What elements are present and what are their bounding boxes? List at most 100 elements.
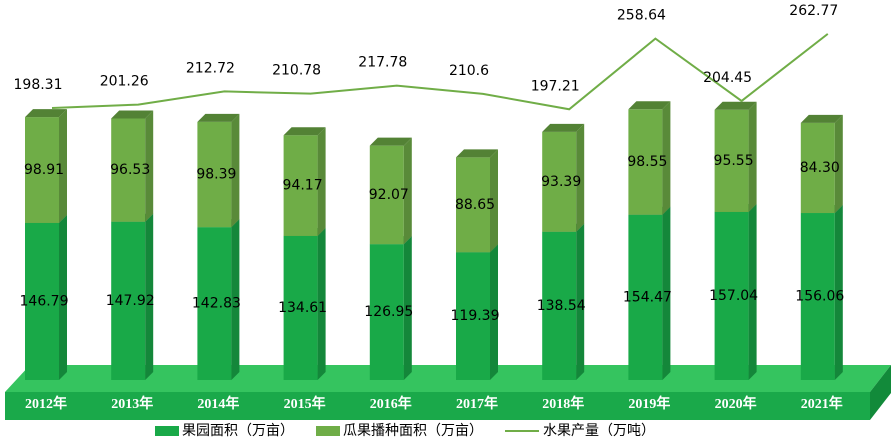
bar-front xyxy=(283,235,318,380)
legend-swatch xyxy=(155,426,179,436)
data-label: 126.95 xyxy=(364,304,413,320)
legend-label: 瓜果播种面积（万亩） xyxy=(343,422,483,439)
bar-front xyxy=(542,131,577,232)
data-label: 138.54 xyxy=(537,298,586,314)
bar-front xyxy=(369,244,404,380)
bar-front xyxy=(111,221,146,380)
x-tick-label: 2019年 xyxy=(628,395,670,412)
bar-side xyxy=(317,227,326,380)
x-tick-label: 2012年 xyxy=(25,395,67,412)
data-label: 157.04 xyxy=(709,288,758,304)
bar-top xyxy=(456,149,498,158)
legend-label: 水果产量（万吨） xyxy=(543,423,655,439)
bar-side xyxy=(59,214,67,380)
bar-top xyxy=(197,113,240,122)
bar-top xyxy=(369,137,412,146)
x-tick-label: 2020年 xyxy=(715,395,757,412)
x-tick-label: 2021年 xyxy=(801,395,843,412)
line-label: 210.6 xyxy=(449,63,489,79)
bar-side xyxy=(662,101,671,215)
floor-front xyxy=(5,392,870,420)
data-label: 96.53 xyxy=(110,162,150,178)
line-label: 217.78 xyxy=(358,55,407,71)
bar xyxy=(369,137,412,245)
bar xyxy=(800,114,843,214)
bar xyxy=(714,101,757,212)
legend-label: 果园面积（万亩） xyxy=(182,422,294,439)
data-label: 156.06 xyxy=(795,289,844,305)
data-label: 119.39 xyxy=(451,308,500,324)
line-label: 212.72 xyxy=(186,60,235,76)
bar xyxy=(628,101,671,215)
bar-side xyxy=(834,114,843,214)
data-label: 88.65 xyxy=(455,197,495,213)
data-label: 95.55 xyxy=(714,153,754,169)
bar-front xyxy=(800,213,835,380)
bar-front xyxy=(800,122,835,214)
bar-side xyxy=(317,127,326,236)
bar xyxy=(197,113,240,228)
data-label: 98.55 xyxy=(627,154,667,170)
data-label: 154.47 xyxy=(623,289,672,305)
bar-front xyxy=(283,135,318,236)
bar xyxy=(542,223,585,380)
bar xyxy=(25,109,67,223)
bar-front xyxy=(369,145,404,245)
bar xyxy=(542,123,585,232)
bar-top xyxy=(25,109,67,118)
bar-front xyxy=(628,109,663,215)
bar-side xyxy=(490,244,498,380)
bar-front xyxy=(197,121,232,228)
bar-side xyxy=(576,223,585,380)
bar-side xyxy=(231,219,240,380)
bar-front xyxy=(456,252,490,380)
data-label: 98.39 xyxy=(196,167,236,183)
x-tick-label: 2017年 xyxy=(456,395,498,412)
bar-front xyxy=(714,211,749,380)
data-label: 93.39 xyxy=(541,174,581,190)
line-label: 201.26 xyxy=(100,74,149,90)
bar-front xyxy=(197,227,232,380)
data-label: 134.61 xyxy=(278,300,327,316)
line-label: 262.77 xyxy=(789,3,838,19)
line-label: 197.21 xyxy=(531,78,580,94)
legend: 果园面积（万亩） 瓜果播种面积（万亩） 水果产量（万吨） xyxy=(155,422,655,439)
bar xyxy=(283,127,326,236)
bar-top xyxy=(800,114,843,123)
bar xyxy=(456,149,498,253)
bar-side xyxy=(834,205,843,380)
bar-front xyxy=(25,222,59,380)
categories: 2012年 2013年 2014年 2015年 2016年 2017年 2018年 2019年… xyxy=(25,395,843,412)
bar-side xyxy=(59,109,67,223)
x-tick-label: 2018年 xyxy=(542,395,584,412)
bar xyxy=(369,236,412,380)
data-label: 84.30 xyxy=(800,160,840,176)
bar-side xyxy=(748,203,757,380)
bar-front xyxy=(628,214,663,380)
line-label: 210.78 xyxy=(272,63,321,79)
bar xyxy=(800,205,843,380)
bars: 146.79 147.92 142.83 134.61 126.95 119.39 138.… xyxy=(20,101,844,380)
bar xyxy=(111,213,154,380)
data-label: 146.79 xyxy=(20,293,69,309)
bar-side xyxy=(231,113,240,228)
bar-top xyxy=(283,127,326,136)
x-tick-label: 2013年 xyxy=(111,395,153,412)
bar-top xyxy=(628,101,671,110)
line-layer: 198.31 201.26 212.72 210.78 217.78 210.6 197.2… xyxy=(14,3,838,111)
bar xyxy=(628,206,671,380)
line-label: 204.45 xyxy=(703,70,752,86)
bar-side xyxy=(748,101,757,212)
bar-front xyxy=(111,118,146,222)
data-label: 94.17 xyxy=(283,178,323,194)
bar-front xyxy=(25,117,59,223)
x-tick-label: 2015年 xyxy=(284,395,326,412)
data-label: 98.91 xyxy=(24,162,64,178)
bar-top xyxy=(714,101,757,110)
line-label: 258.64 xyxy=(617,8,666,24)
bar-side xyxy=(576,123,585,232)
bar-front xyxy=(456,157,490,253)
bar xyxy=(111,110,154,222)
x-tick-label: 2014年 xyxy=(197,395,239,412)
bar-side xyxy=(490,149,498,253)
